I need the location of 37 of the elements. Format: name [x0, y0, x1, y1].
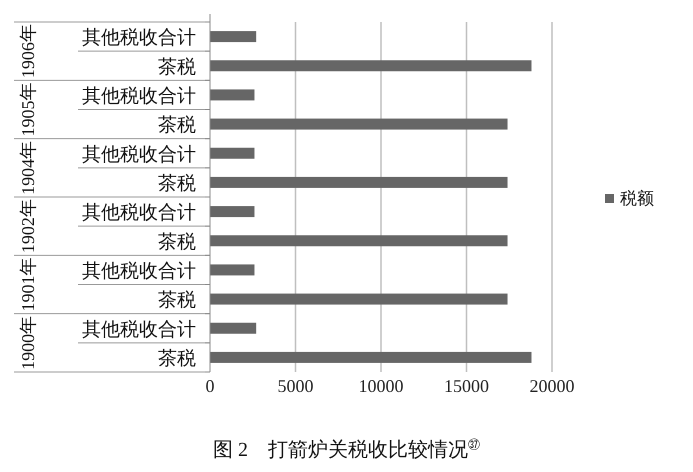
- bar: [210, 235, 508, 246]
- bar: [210, 31, 256, 42]
- y-tick-label: 茶税: [158, 172, 196, 194]
- y-tick-label: 其他税收合计: [82, 143, 196, 166]
- y-tick-label: 其他税收合计: [82, 26, 196, 49]
- text: 图 2 打箭炉关税收比较情况$^{㊲}$: [213, 438, 480, 461]
- text: 1904年: [18, 140, 38, 195]
- x-tick-label: 5000: [278, 376, 314, 396]
- y-tick-label: 其他税收合计: [82, 202, 196, 224]
- bar: [210, 176, 508, 188]
- bar: [210, 264, 254, 276]
- y-tick-label: 茶税: [158, 56, 196, 78]
- x-tick-label: 10000: [358, 376, 404, 396]
- x-tick-label: 15000: [444, 376, 489, 396]
- bar: [210, 118, 508, 130]
- bar: [210, 60, 532, 72]
- bar: [210, 294, 508, 305]
- text: 1906年: [18, 24, 38, 78]
- bar: [210, 322, 256, 334]
- y-tick-label: 其他税收合计: [82, 84, 196, 107]
- bar: [210, 89, 254, 100]
- bar: [210, 206, 254, 218]
- text: 1905年: [18, 82, 38, 136]
- y-tick-label: 茶税: [158, 289, 196, 312]
- y-tick-label: 茶税: [158, 230, 196, 253]
- legend-label: 税额: [620, 189, 654, 209]
- bar: [210, 352, 532, 363]
- bar: [210, 148, 254, 159]
- y-tick-label: 茶税: [158, 114, 196, 136]
- text: 1900年: [18, 316, 38, 370]
- y-tick-label: 茶税: [158, 347, 196, 370]
- y-tick-label: 其他税收合计: [82, 318, 196, 340]
- y-tick-label: 其他税收合计: [82, 260, 196, 282]
- text: 1902年: [18, 199, 38, 254]
- x-tick-label: 0: [206, 376, 214, 396]
- x-tick-label: 20000: [530, 376, 574, 396]
- text: 1901年: [18, 258, 38, 312]
